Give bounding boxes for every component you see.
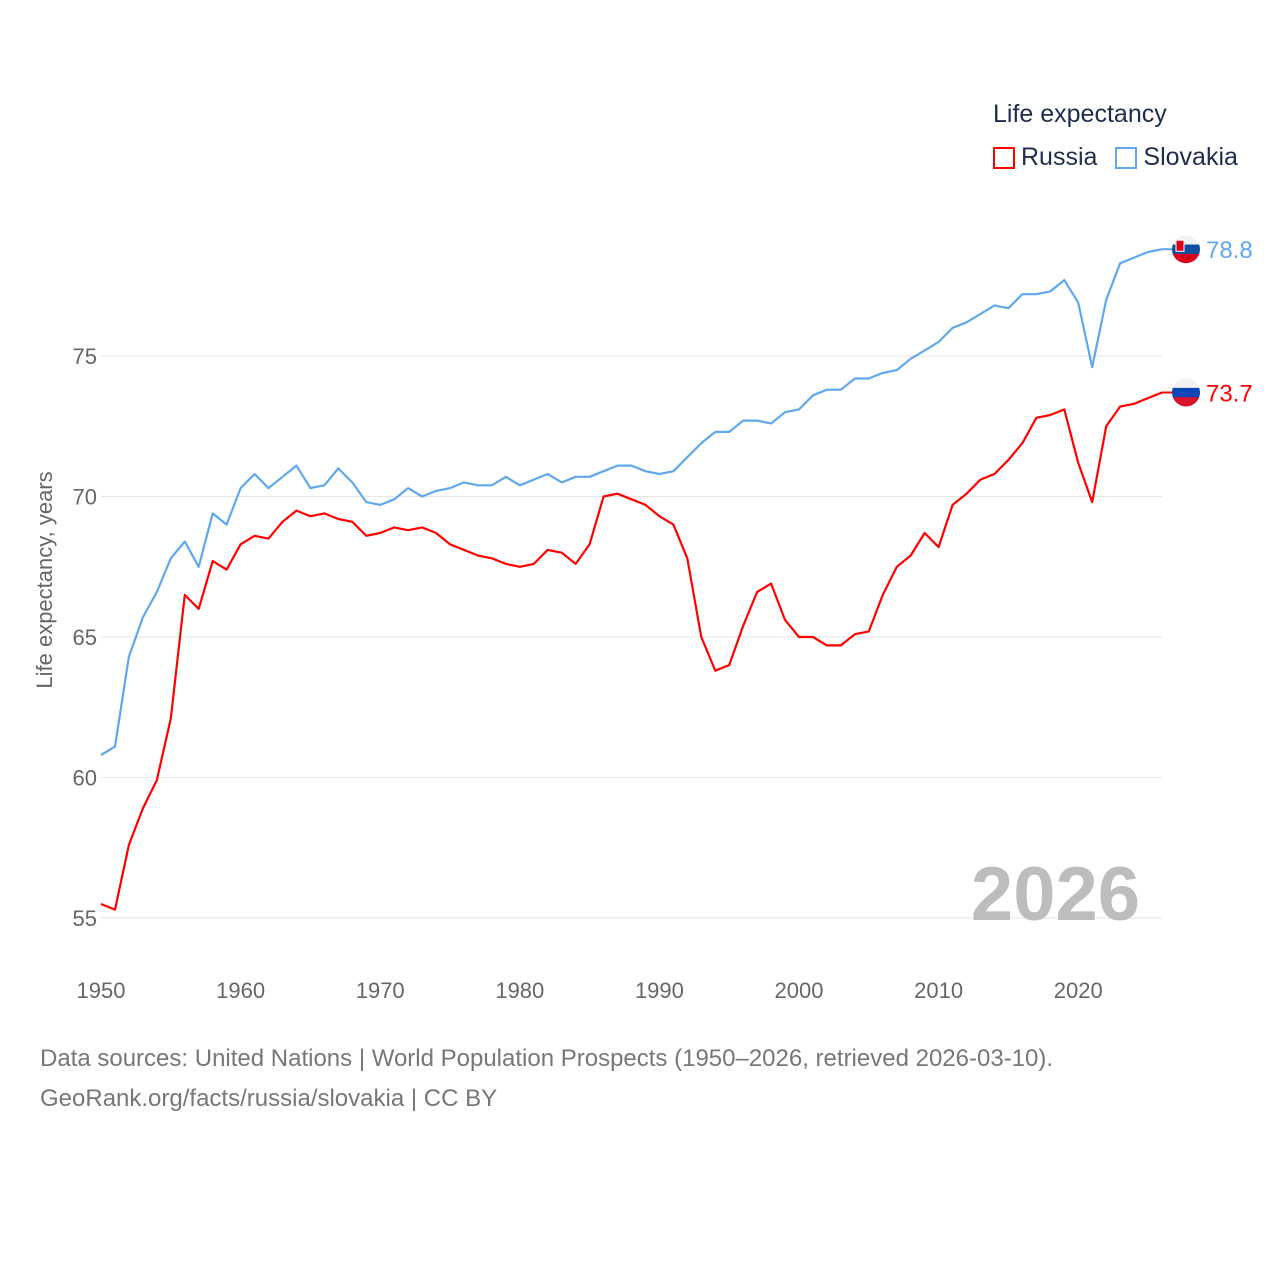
end-value-label-slovakia: 78.8 bbox=[1206, 237, 1253, 264]
legend-label-slovakia: Slovakia bbox=[1143, 143, 1238, 171]
x-tick-label: 1960 bbox=[216, 978, 265, 1003]
x-tick-label: 2020 bbox=[1054, 978, 1103, 1003]
legend-swatch-slovakia bbox=[1115, 146, 1138, 169]
year-label: 2026 bbox=[971, 852, 1140, 937]
x-tick-label: 1990 bbox=[635, 978, 684, 1003]
series-line-russia bbox=[100, 391, 1163, 911]
flag-icon-slovakia bbox=[1172, 235, 1200, 264]
x-tick-label: 1980 bbox=[495, 978, 544, 1003]
y-tick-label: 65 bbox=[73, 625, 97, 650]
y-tick-label: 55 bbox=[73, 906, 97, 931]
x-tick-label: 1950 bbox=[77, 978, 126, 1003]
y-tick-label: 60 bbox=[73, 766, 97, 791]
x-tick-label: 2000 bbox=[775, 978, 824, 1003]
legend: Russia Slovakia bbox=[993, 143, 1256, 172]
legend-label-russia: Russia bbox=[1021, 143, 1098, 171]
y-axis-label: Life expectancy, years bbox=[32, 471, 57, 688]
series-line-slovakia bbox=[100, 248, 1163, 756]
legend-title: Life expectancy bbox=[993, 100, 1167, 128]
legend-swatch-russia bbox=[993, 146, 1015, 169]
data-source-note: Data sources: United Nations | World Pop… bbox=[40, 1045, 1054, 1072]
y-tick-label: 75 bbox=[73, 344, 97, 369]
x-tick-label: 2010 bbox=[914, 978, 963, 1003]
x-tick-label: 1970 bbox=[356, 978, 405, 1003]
legend-item-russia[interactable]: Russia bbox=[993, 143, 1097, 172]
end-value-label-russia: 73.7 bbox=[1206, 381, 1253, 408]
flag-icon-russia bbox=[1172, 378, 1200, 407]
y-tick-label: 70 bbox=[73, 485, 97, 510]
legend-item-slovakia[interactable]: Slovakia bbox=[1115, 143, 1238, 172]
attribution-link[interactable]: GeoRank.org/facts/russia/slovakia | CC B… bbox=[40, 1085, 498, 1112]
